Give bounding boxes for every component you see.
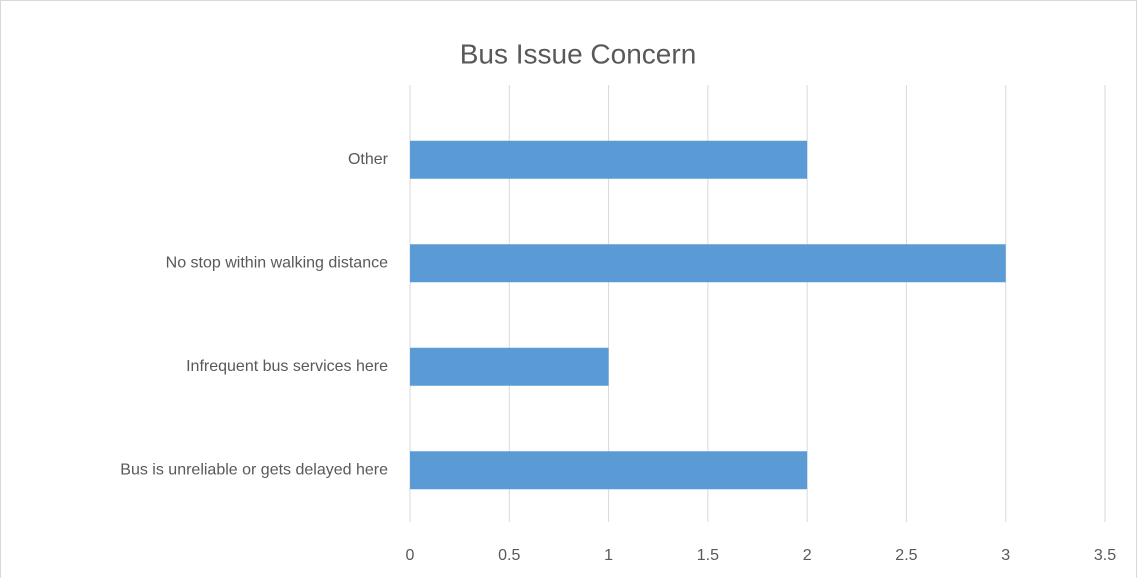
y-tick-label: Other bbox=[348, 151, 389, 168]
x-tick-label: 2.5 bbox=[895, 547, 917, 564]
x-tick-label: 1 bbox=[604, 547, 613, 564]
bar bbox=[410, 140, 808, 179]
x-tick-label: 2 bbox=[803, 547, 812, 564]
y-tick-label: Bus is unreliable or gets delayed here bbox=[120, 461, 388, 478]
x-tick-label: 3.5 bbox=[1094, 547, 1116, 564]
x-tick-label: 1.5 bbox=[697, 547, 719, 564]
x-tick-label: 0.5 bbox=[498, 547, 520, 564]
x-tick-label: 0 bbox=[406, 547, 415, 564]
bar bbox=[410, 451, 808, 490]
bar bbox=[410, 347, 609, 386]
y-tick-label: Infrequent bus services here bbox=[186, 358, 388, 375]
bar bbox=[410, 244, 1006, 283]
x-tick-label: 3 bbox=[1001, 547, 1010, 564]
y-tick-label: No stop within walking distance bbox=[166, 254, 388, 271]
chart-title: Bus Issue Concern bbox=[460, 38, 697, 69]
